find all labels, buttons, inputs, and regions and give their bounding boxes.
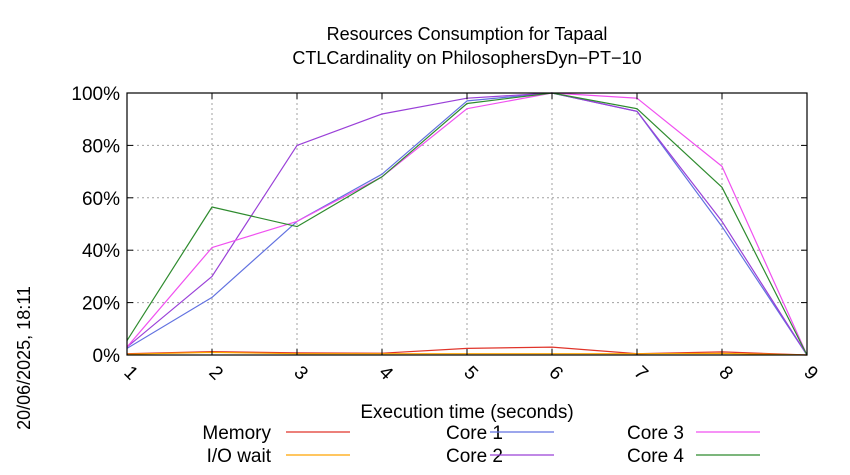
x-tick-label: 9 <box>799 362 821 384</box>
y-tick-label: 80% <box>82 136 120 157</box>
x-tick-label: 1 <box>119 362 141 384</box>
y-tick-label: 40% <box>82 241 120 262</box>
x-tick-label: 4 <box>374 362 397 385</box>
legend-label-core-1: Core 1 <box>446 423 503 444</box>
y-tick-label: 0% <box>93 346 121 367</box>
x-tick-label: 7 <box>629 362 651 384</box>
series-line-memory <box>126 346 808 356</box>
y-tick-label: 60% <box>82 189 120 210</box>
y-tick-label: 20% <box>82 294 120 315</box>
legend-label-core-2: Core 2 <box>446 446 503 467</box>
legend-label-i-o-wait: I/O wait <box>207 446 272 467</box>
chart-subtitle: CTLCardinality on PhilosophersDyn−PT−10 <box>292 48 641 68</box>
y-tick-label: 100% <box>71 84 120 105</box>
series-line-core-4 <box>126 92 808 356</box>
x-axis-label: Execution time (seconds) <box>360 402 573 423</box>
legend-label-memory: Memory <box>202 423 271 444</box>
series-line-core-1 <box>126 92 808 356</box>
timestamp-label: 20/06/2025, 18:11 <box>14 286 34 430</box>
grid-lines <box>127 93 807 355</box>
x-tick-label: 8 <box>714 362 736 384</box>
x-axis-ticks: 1 2 3 4 5 6 7 8 9 <box>119 93 822 385</box>
series-line-core-3 <box>126 92 808 356</box>
x-tick-label: 5 <box>459 362 481 384</box>
legend-label-core-3: Core 3 <box>627 423 684 444</box>
x-tick-label: 2 <box>204 362 226 384</box>
legend-label-core-4: Core 4 <box>627 446 684 467</box>
chart-title: Resources Consumption for Tapaal <box>327 24 608 44</box>
y-axis-ticks: 0% 20% 40% 60% 80% 100% <box>71 84 807 367</box>
x-tick-label: 6 <box>544 362 566 384</box>
x-tick-label: 3 <box>289 362 311 384</box>
